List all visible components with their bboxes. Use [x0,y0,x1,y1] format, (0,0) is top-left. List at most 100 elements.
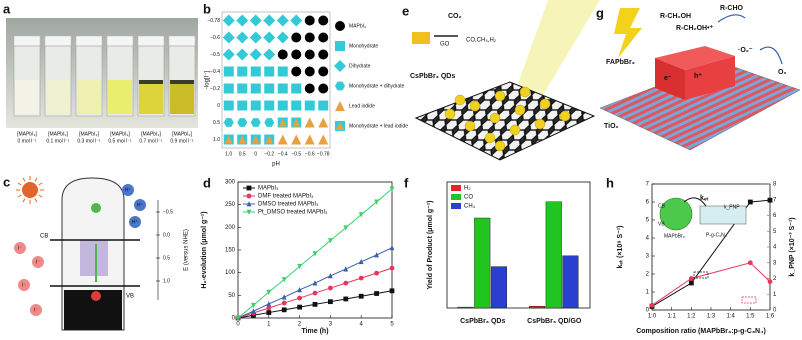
sun-ray [34,198,38,203]
y-tick-label: 300 [225,180,236,186]
ion-label: H⁺ [125,187,132,193]
vial-cap [44,35,72,47]
symbol [291,100,302,111]
symbol [251,135,260,144]
legend-label: Monohydrate [349,43,378,49]
symbol [237,118,248,127]
symbol [290,14,303,27]
x-tick-label: 1:2 [687,314,696,320]
marker [312,290,318,296]
quantum-dot [514,104,526,116]
dashed-arrow [693,271,709,279]
quantum-dot [519,86,531,98]
x-tick-label: −0.6 [305,151,315,157]
perovskite-label: FAPbBr₃ [606,59,635,66]
y-tick-label: 1 [646,290,650,296]
legend-swatch [451,185,461,191]
plot-frame [446,181,591,309]
bar [490,266,507,309]
vial-label: [MAPbI₃] [17,131,37,137]
marker [246,201,252,207]
symbol [223,83,234,94]
x-tick-label: 0 [254,151,257,157]
marker [281,307,287,313]
sun-ray [22,177,26,182]
panel-letter: e [402,3,409,18]
y-tick-label: 6 [646,200,650,206]
reaction-arrow [759,46,783,65]
marker [343,296,349,302]
donor [659,197,693,231]
vial-label: [MAPbI₃] [141,131,161,137]
marker [374,199,379,205]
cb-label: CB [40,234,48,240]
symbol [222,14,235,27]
tick-label: 0.5 [163,255,170,261]
legend-label: Monohydrate + dihydrate [349,83,405,89]
vial-label: 0.3 mol l⁻¹ [77,138,101,144]
symbol [304,134,315,145]
tick-label: −0.5 [163,209,173,215]
bar [474,217,491,309]
legend-label: MAPbI₃ [258,186,279,192]
quantum-dot [484,132,496,144]
x-tick-label: 1.0 [225,151,232,157]
legend-label: CO [464,195,473,201]
symbol [237,100,248,111]
symbol [277,49,288,60]
electron [91,203,101,213]
symbol [265,135,274,144]
go-label: GO [440,42,450,48]
marker [281,294,287,300]
marker [389,186,395,192]
lightning [614,8,642,58]
symbol [249,48,262,61]
x-tick-label: 2 [298,322,302,328]
y2-tick-label: 7 [773,197,777,203]
bar [562,255,579,309]
perovskite-top [655,46,735,70]
tick-label: 1.0 [163,278,170,284]
symbol [236,31,249,44]
marker [328,299,333,305]
aldehyde-label: R-CHO [720,5,743,12]
sun [22,182,38,198]
light-beam [515,0,600,100]
symbol [318,66,329,77]
marker [358,212,364,218]
x-tick-label: 1:6 [766,314,775,320]
marker [297,304,302,310]
panel-letter: d [203,175,211,190]
x-tick-label: 1 [267,322,271,328]
quantum-dot [494,140,506,152]
marker [358,258,364,265]
legend-label: DMF treated MAPbI₃ [258,194,314,200]
quantum-dot [494,90,506,102]
marker [343,280,349,286]
x-tick-label: −0.5 [291,151,301,157]
marker [389,265,395,271]
symbol [335,41,345,51]
x-tick-label: 1:3 [707,314,716,320]
quantum-dot [454,94,466,106]
symbol [291,66,302,77]
symbol [222,48,235,61]
symbol [249,14,262,27]
legend-label: Monohydrate + lead iodide [349,123,408,129]
y-tick-label: 200 [225,225,236,231]
marker [374,291,379,296]
symbol [336,122,344,130]
symbol [318,15,329,26]
marker [358,275,364,281]
legend-swatch [451,203,461,209]
legend-swatch [451,194,461,200]
x-axis-label: Composition ratio (MAPbBr₃:p-g-C₃N₄) [636,328,766,335]
marker [312,280,318,286]
vial-liquid [108,80,132,114]
reaction-arrow [717,14,746,23]
marker [266,301,272,307]
symbol [318,49,329,60]
y-tick-label: 0 [232,316,236,322]
tick-label: 0.0 [163,232,170,238]
vial-band [170,80,194,84]
